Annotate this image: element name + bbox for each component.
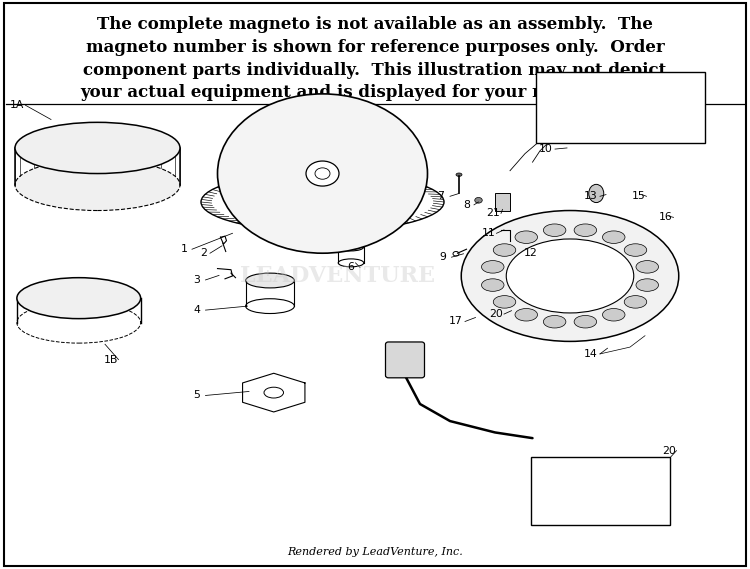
Ellipse shape [589, 184, 604, 203]
Text: 8: 8 [463, 200, 470, 210]
Ellipse shape [482, 261, 504, 273]
Ellipse shape [515, 231, 538, 244]
Bar [531, 457, 670, 525]
Ellipse shape [624, 296, 646, 308]
Ellipse shape [475, 197, 482, 203]
Ellipse shape [306, 161, 339, 186]
Ellipse shape [574, 315, 596, 328]
Text: 17: 17 [449, 316, 463, 327]
Text: 20: 20 [662, 446, 676, 456]
Ellipse shape [482, 279, 504, 291]
Text: The complete magneto is not available as an assembly.  The
magneto number is sho: The complete magneto is not available as… [80, 16, 670, 101]
Text: Rendered by LeadVenture, Inc.: Rendered by LeadVenture, Inc. [287, 547, 463, 557]
Ellipse shape [544, 315, 566, 328]
Text: 21: 21 [487, 208, 500, 218]
Text: 18: 18 [677, 125, 691, 135]
Ellipse shape [15, 159, 180, 211]
Text: 7: 7 [437, 191, 445, 201]
Ellipse shape [544, 224, 566, 237]
Ellipse shape [636, 261, 658, 273]
Text: 19: 19 [392, 366, 406, 376]
Ellipse shape [515, 308, 538, 321]
Text: 13: 13 [584, 191, 598, 201]
Text: 1B: 1B [104, 354, 118, 365]
Bar [540, 470, 608, 514]
Bar [495, 193, 510, 211]
Ellipse shape [15, 122, 180, 174]
Ellipse shape [338, 243, 364, 251]
Ellipse shape [624, 244, 646, 256]
Text: 9: 9 [439, 252, 446, 262]
Ellipse shape [246, 273, 294, 288]
Text: 5: 5 [193, 390, 200, 401]
Text: 3: 3 [193, 275, 200, 285]
Text: 1: 1 [180, 244, 188, 254]
Text: 20: 20 [490, 309, 503, 319]
Ellipse shape [461, 211, 679, 341]
Text: 1A: 1A [9, 100, 24, 110]
Ellipse shape [554, 99, 560, 104]
Text: 19A: 19A [561, 493, 582, 503]
Text: 15: 15 [632, 191, 646, 201]
Ellipse shape [636, 279, 658, 291]
Text: 16: 16 [659, 212, 673, 222]
Ellipse shape [574, 224, 596, 237]
Text: 14: 14 [584, 349, 598, 359]
Text: 6: 6 [347, 262, 355, 273]
Ellipse shape [494, 244, 516, 256]
Text: 11: 11 [482, 228, 496, 238]
Text: 4: 4 [193, 305, 200, 315]
Ellipse shape [602, 231, 625, 244]
Ellipse shape [16, 278, 141, 319]
Text: LEADVENTURE: LEADVENTURE [240, 265, 435, 287]
Ellipse shape [217, 94, 427, 253]
Bar [536, 72, 705, 143]
Ellipse shape [602, 308, 625, 321]
FancyBboxPatch shape [386, 342, 424, 378]
Ellipse shape [456, 173, 462, 176]
Ellipse shape [494, 296, 516, 308]
Text: 10: 10 [539, 144, 553, 154]
Text: 12: 12 [524, 248, 538, 258]
Ellipse shape [506, 239, 634, 313]
Text: 2: 2 [200, 248, 208, 258]
